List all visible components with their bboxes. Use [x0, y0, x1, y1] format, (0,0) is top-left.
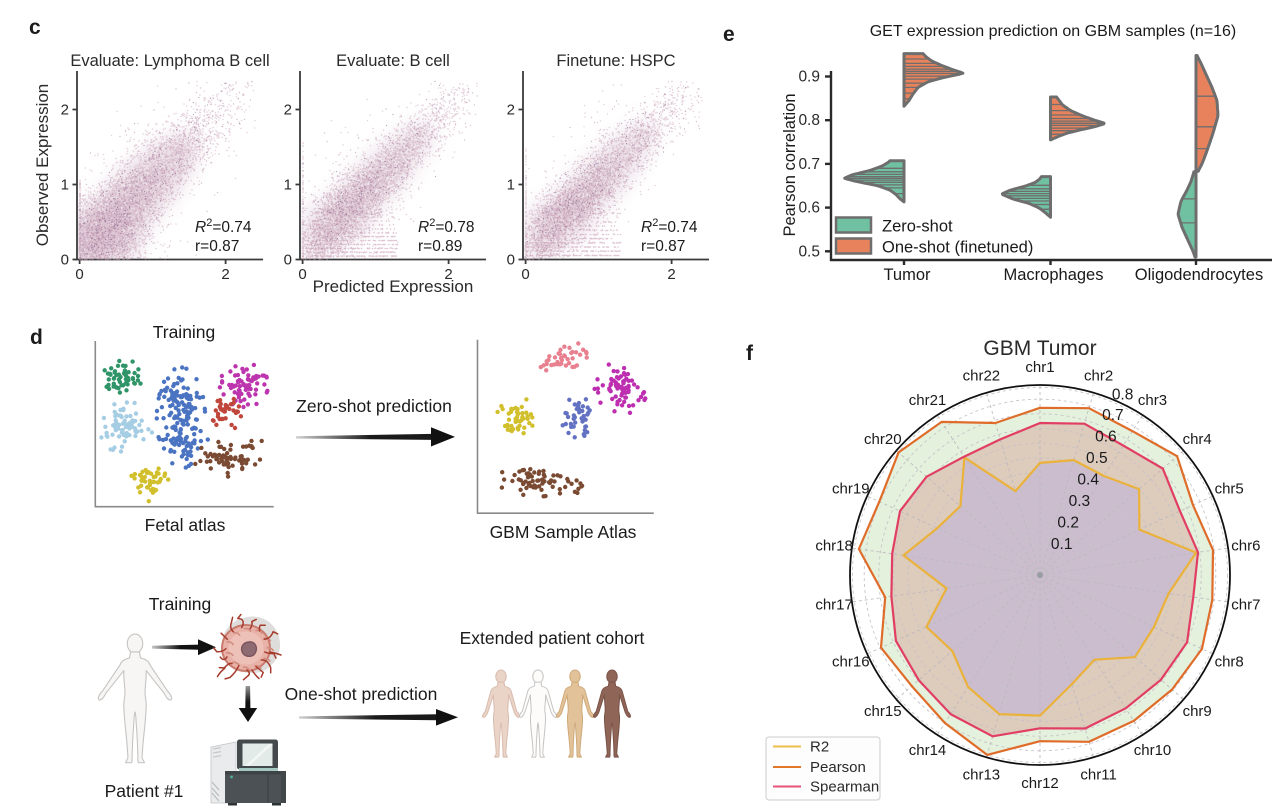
svg-text:0.8: 0.8 — [1112, 387, 1134, 404]
svg-text:R2=0.74: R2=0.74 — [195, 217, 252, 236]
svg-text:One-shot prediction: One-shot prediction — [285, 684, 438, 704]
svg-text:0: 0 — [298, 266, 306, 283]
svg-text:chr6: chr6 — [1231, 537, 1260, 554]
svg-text:Extended patient cohort: Extended patient cohort — [460, 628, 645, 648]
svg-text:0.4: 0.4 — [1077, 472, 1099, 489]
svg-text:2: 2 — [284, 102, 292, 119]
svg-text:R2=0.74: R2=0.74 — [641, 217, 698, 236]
svg-text:Pearson correlation: Pearson correlation — [781, 93, 799, 236]
svg-text:chr4: chr4 — [1183, 431, 1212, 448]
svg-text:chr21: chr21 — [909, 392, 947, 409]
svg-text:Predicted Expression: Predicted Expression — [313, 277, 474, 296]
svg-text:2: 2 — [61, 102, 69, 119]
svg-text:d: d — [30, 326, 43, 349]
svg-text:Fetal atlas: Fetal atlas — [145, 515, 226, 535]
svg-text:chr14: chr14 — [909, 742, 947, 759]
svg-text:Evaluate: B cell: Evaluate: B cell — [336, 52, 450, 70]
svg-text:chr8: chr8 — [1215, 653, 1244, 670]
svg-text:Tumor: Tumor — [883, 266, 931, 284]
svg-text:0.3: 0.3 — [1069, 493, 1091, 510]
svg-text:e: e — [723, 23, 735, 46]
svg-text:Training: Training — [153, 322, 216, 342]
svg-text:One-shot (finetuned): One-shot (finetuned) — [882, 239, 1033, 257]
svg-text:chr10: chr10 — [1134, 742, 1172, 759]
svg-text:Finetune: HSPC: Finetune: HSPC — [556, 52, 675, 70]
svg-text:r=0.89: r=0.89 — [418, 238, 462, 255]
svg-text:0.5: 0.5 — [1086, 450, 1108, 467]
svg-text:1: 1 — [61, 177, 69, 194]
svg-text:GET expression prediction on G: GET expression prediction on GBM samples… — [870, 23, 1237, 40]
svg-text:0: 0 — [284, 252, 292, 269]
svg-text:f: f — [746, 342, 754, 365]
svg-text:0.1: 0.1 — [1051, 536, 1073, 553]
svg-text:1: 1 — [507, 177, 515, 194]
svg-text:R2=0.78: R2=0.78 — [418, 217, 475, 236]
svg-text:chr5: chr5 — [1215, 481, 1244, 498]
svg-text:Evaluate: Lymphoma B cell: Evaluate: Lymphoma B cell — [70, 52, 269, 70]
svg-text:Oligodendrocytes: Oligodendrocytes — [1135, 266, 1263, 284]
svg-text:chr3: chr3 — [1138, 392, 1167, 409]
svg-text:chr15: chr15 — [864, 703, 902, 720]
svg-text:chr18: chr18 — [815, 537, 853, 554]
svg-text:Patient #1: Patient #1 — [105, 781, 184, 801]
svg-text:Zero-shot: Zero-shot — [882, 218, 953, 236]
svg-text:0.9: 0.9 — [798, 69, 820, 86]
svg-text:chr12: chr12 — [1021, 775, 1059, 792]
svg-text:0: 0 — [75, 266, 83, 283]
svg-text:GBM Sample Atlas: GBM Sample Atlas — [490, 522, 637, 542]
svg-text:0.7: 0.7 — [1102, 407, 1124, 424]
svg-text:r=0.87: r=0.87 — [641, 238, 685, 255]
svg-text:2: 2 — [444, 266, 452, 283]
svg-text:Training: Training — [149, 594, 212, 614]
svg-text:chr22: chr22 — [963, 367, 1001, 384]
svg-text:chr20: chr20 — [864, 431, 902, 448]
svg-text:0.2: 0.2 — [1057, 515, 1079, 532]
svg-text:Pearson: Pearson — [810, 759, 866, 776]
svg-text:chr17: chr17 — [815, 597, 853, 614]
svg-text:chr7: chr7 — [1231, 597, 1260, 614]
svg-text:R2: R2 — [810, 739, 829, 756]
svg-text:chr9: chr9 — [1183, 703, 1212, 720]
svg-text:1: 1 — [284, 177, 292, 194]
svg-text:Spearman: Spearman — [810, 779, 879, 796]
svg-text:chr13: chr13 — [963, 767, 1001, 784]
svg-text:2: 2 — [507, 102, 515, 119]
svg-text:chr16: chr16 — [832, 653, 870, 670]
svg-text:0.8: 0.8 — [798, 112, 820, 129]
svg-text:Macrophages: Macrophages — [1004, 266, 1104, 284]
svg-text:0: 0 — [61, 252, 69, 269]
svg-text:Zero-shot prediction: Zero-shot prediction — [296, 396, 452, 416]
svg-text:GBM Tumor: GBM Tumor — [983, 337, 1096, 360]
svg-text:0.6: 0.6 — [798, 200, 820, 217]
svg-text:chr11: chr11 — [1080, 767, 1116, 784]
svg-text:Observed Expression: Observed Expression — [33, 84, 52, 247]
svg-text:2: 2 — [667, 266, 675, 283]
svg-text:0.7: 0.7 — [798, 156, 820, 173]
svg-text:0.6: 0.6 — [1095, 429, 1117, 446]
svg-text:0: 0 — [521, 266, 529, 283]
svg-text:chr19: chr19 — [832, 481, 870, 498]
svg-text:2: 2 — [221, 266, 229, 283]
svg-text:c: c — [29, 16, 41, 39]
svg-text:0.5: 0.5 — [798, 243, 820, 260]
svg-text:chr1: chr1 — [1025, 359, 1054, 376]
svg-text:0: 0 — [507, 252, 515, 269]
svg-text:r=0.87: r=0.87 — [195, 238, 239, 255]
svg-text:chr2: chr2 — [1084, 367, 1113, 384]
